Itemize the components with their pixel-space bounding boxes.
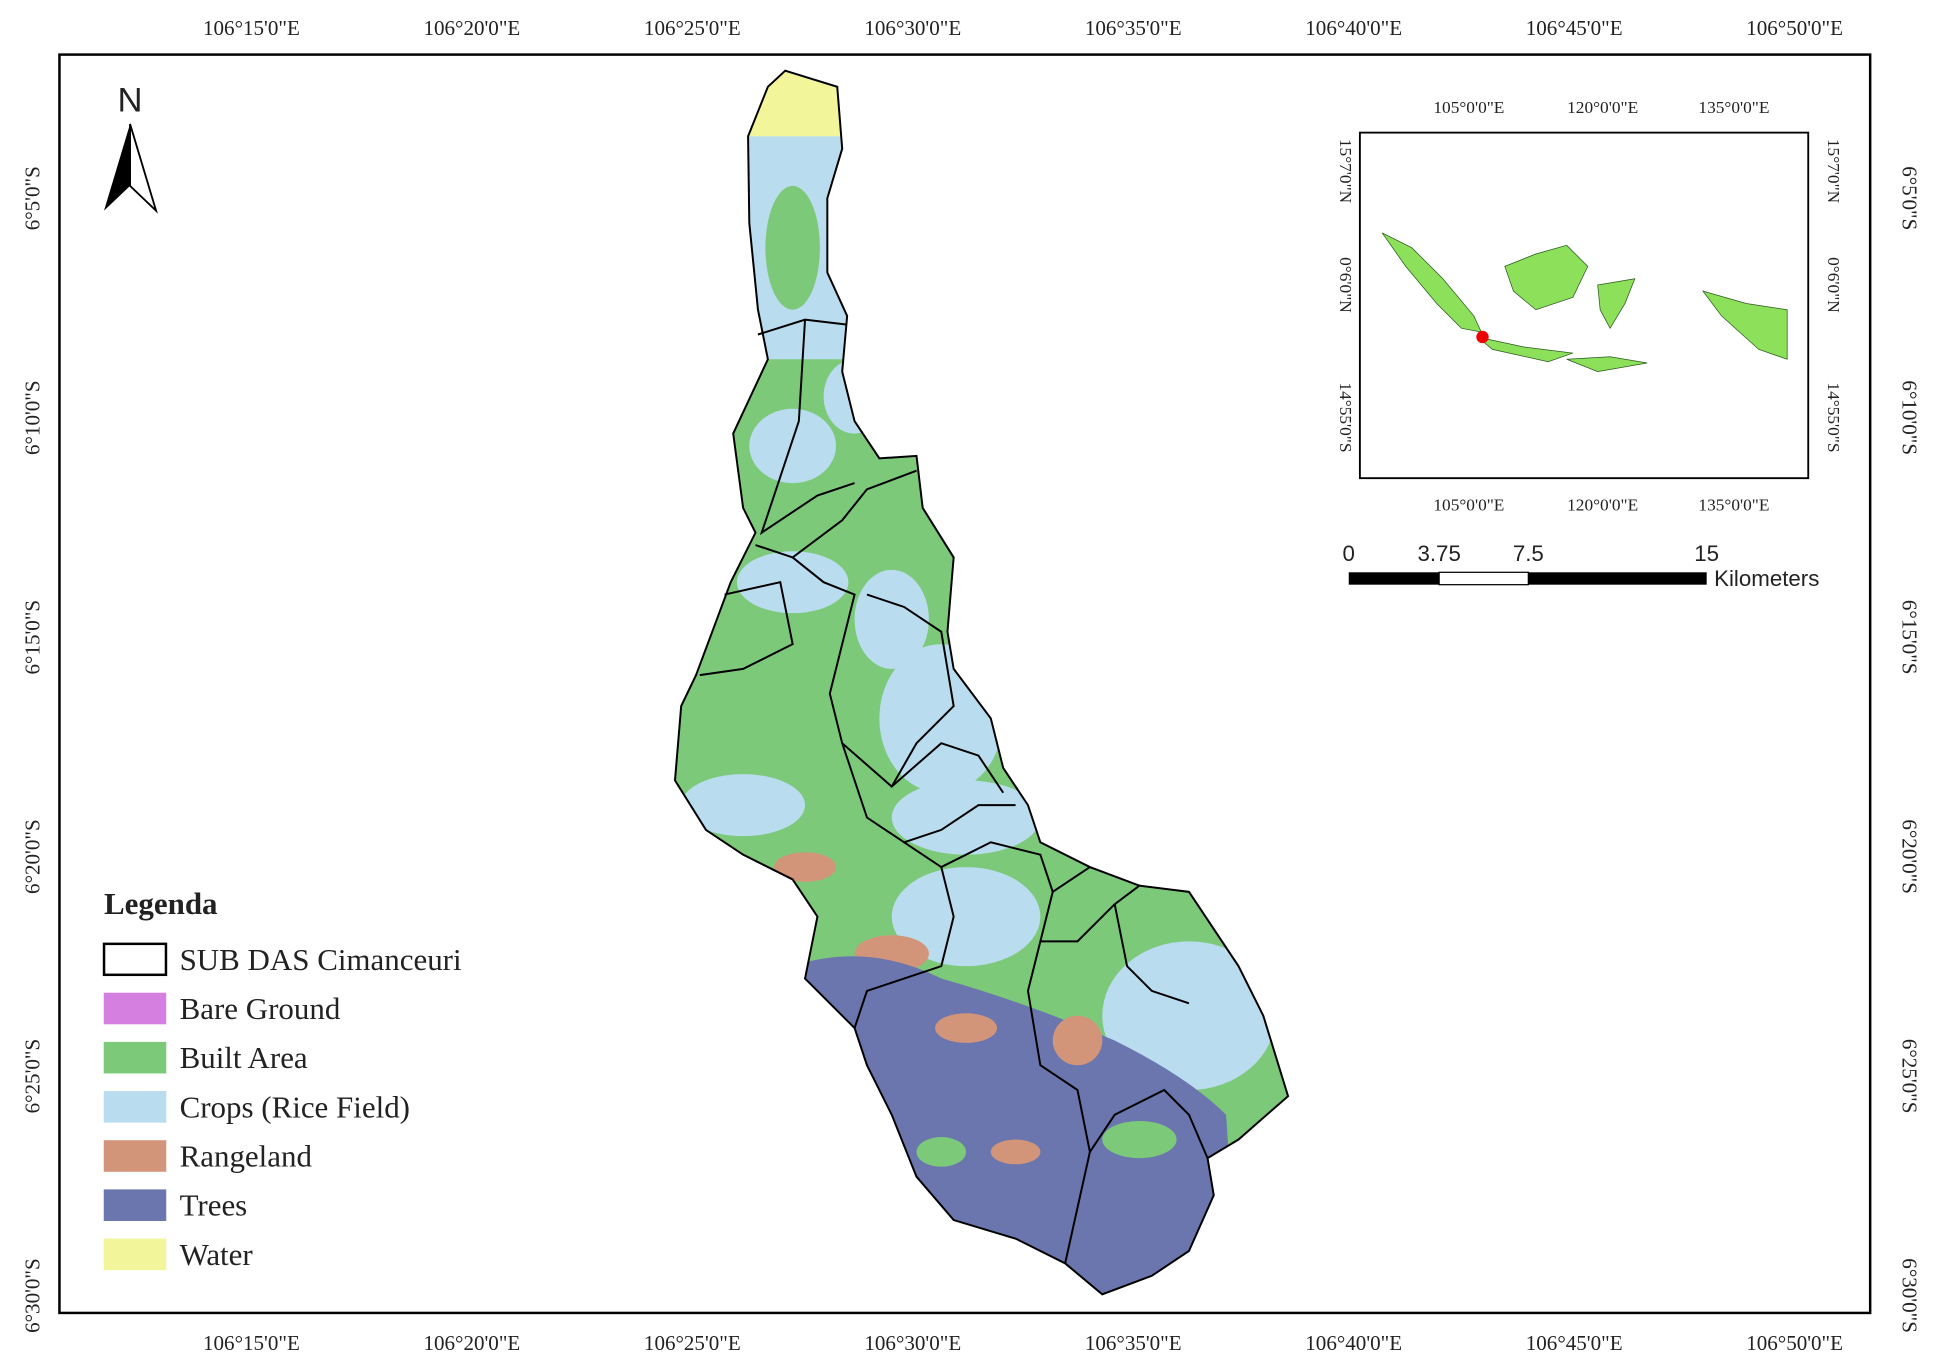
inset-lon-top: 135°0'0"E	[1698, 98, 1769, 117]
lon-label-bottom: 106°20'0"E	[423, 1331, 520, 1355]
inset-lon-top: 120°0'0"E	[1567, 98, 1638, 117]
lat-label-right: 6°30'0"S	[1897, 1258, 1921, 1333]
lat-label-left: 6°20'0"S	[21, 819, 45, 894]
lat-label-right: 6°15'0"S	[1897, 600, 1921, 675]
lat-label-left: 6°5'0"S	[21, 166, 45, 230]
lon-label-bottom: 106°25'0"E	[644, 1331, 741, 1355]
lat-label-right: 6°10'0"S	[1897, 380, 1921, 455]
scale-label: 0	[1343, 541, 1355, 566]
inset-lat-left: 15°7'0"N	[1336, 139, 1355, 204]
lon-label-bottom: 106°50'0"E	[1746, 1331, 1843, 1355]
scale-label: 7.5	[1513, 541, 1544, 566]
north-arrow: N	[104, 82, 158, 214]
lat-label-left: 6°25'0"S	[21, 1039, 45, 1114]
legend-title: Legenda	[104, 886, 218, 921]
legend-swatch	[103, 992, 167, 1025]
north-label: N	[118, 82, 143, 120]
lon-label-top: 106°35'0"E	[1085, 16, 1182, 40]
inset-lon-bottom: 120°0'0"E	[1567, 495, 1638, 514]
lat-label-right: 6°20'0"S	[1897, 819, 1921, 894]
inset-lat-right: 15°7'0"N	[1824, 139, 1843, 204]
lon-label-bottom: 106°30'0"E	[864, 1331, 961, 1355]
legend: Legenda SUB DAS Cimanceuri Bare Ground Bui…	[102, 886, 462, 1272]
lat-label-left: 6°10'0"S	[21, 380, 45, 455]
legend-label: Built Area	[180, 1040, 308, 1075]
lon-label-top: 106°50'0"E	[1746, 16, 1843, 40]
lat-label-left: 6°30'0"S	[21, 1258, 45, 1333]
inset-lat-right: 14°55'0"S	[1824, 382, 1843, 452]
legend-swatch	[102, 942, 168, 977]
legend-swatch	[103, 1189, 167, 1221]
scale-bar	[1348, 571, 1707, 586]
legend-label: Water	[180, 1237, 254, 1272]
lon-label-top: 106°20'0"E	[423, 16, 520, 40]
legend-swatch	[103, 1091, 167, 1123]
legend-label: Crops (Rice Field)	[180, 1089, 410, 1124]
lat-label-left: 6°15'0"S	[21, 600, 45, 675]
inset-lon-bottom: 135°0'0"E	[1698, 495, 1769, 514]
legend-swatch	[103, 1238, 167, 1271]
inset-lat-left: 0°6'0"N	[1336, 257, 1355, 313]
legend-label: Trees	[180, 1188, 248, 1223]
lat-label-right: 6°5'0"S	[1897, 166, 1921, 230]
lon-label-bottom: 106°40'0"E	[1305, 1331, 1402, 1355]
scale-unit: Kilometers	[1714, 566, 1819, 591]
lon-label-top: 106°40'0"E	[1305, 16, 1402, 40]
scale-label: 15	[1694, 541, 1719, 566]
legend-label: SUB DAS Cimanceuri	[180, 942, 462, 977]
map-frame	[58, 53, 1872, 1315]
legend-swatch	[103, 1041, 167, 1074]
legend-label: Rangeland	[180, 1139, 313, 1174]
lon-label-top: 106°15'0"E	[203, 16, 300, 40]
inset-lat-right: 0°6'0"N	[1824, 257, 1843, 313]
lon-label-top: 106°25'0"E	[644, 16, 741, 40]
land-cover	[674, 70, 1289, 1295]
lon-label-bottom: 106°45'0"E	[1526, 1331, 1623, 1355]
lon-label-bottom: 106°15'0"E	[203, 1331, 300, 1355]
sub-basin-boundaries	[673, 69, 1290, 1296]
lon-label-top: 106°45'0"E	[1526, 16, 1623, 40]
scale-label: 3.75	[1417, 541, 1460, 566]
lat-label-right: 6°25'0"S	[1897, 1039, 1921, 1114]
lon-label-bottom: 106°35'0"E	[1085, 1331, 1182, 1355]
inset-lon-bottom: 105°0'0"E	[1433, 495, 1504, 514]
inset-lat-left: 14°55'0"S	[1336, 382, 1355, 452]
inset-map	[1358, 131, 1810, 480]
legend-swatch	[103, 1140, 167, 1172]
legend-label: Bare Ground	[180, 991, 341, 1026]
lon-label-top: 106°30'0"E	[864, 16, 961, 40]
inset-lon-top: 105°0'0"E	[1433, 98, 1504, 117]
study-area-marker	[1476, 330, 1489, 344]
